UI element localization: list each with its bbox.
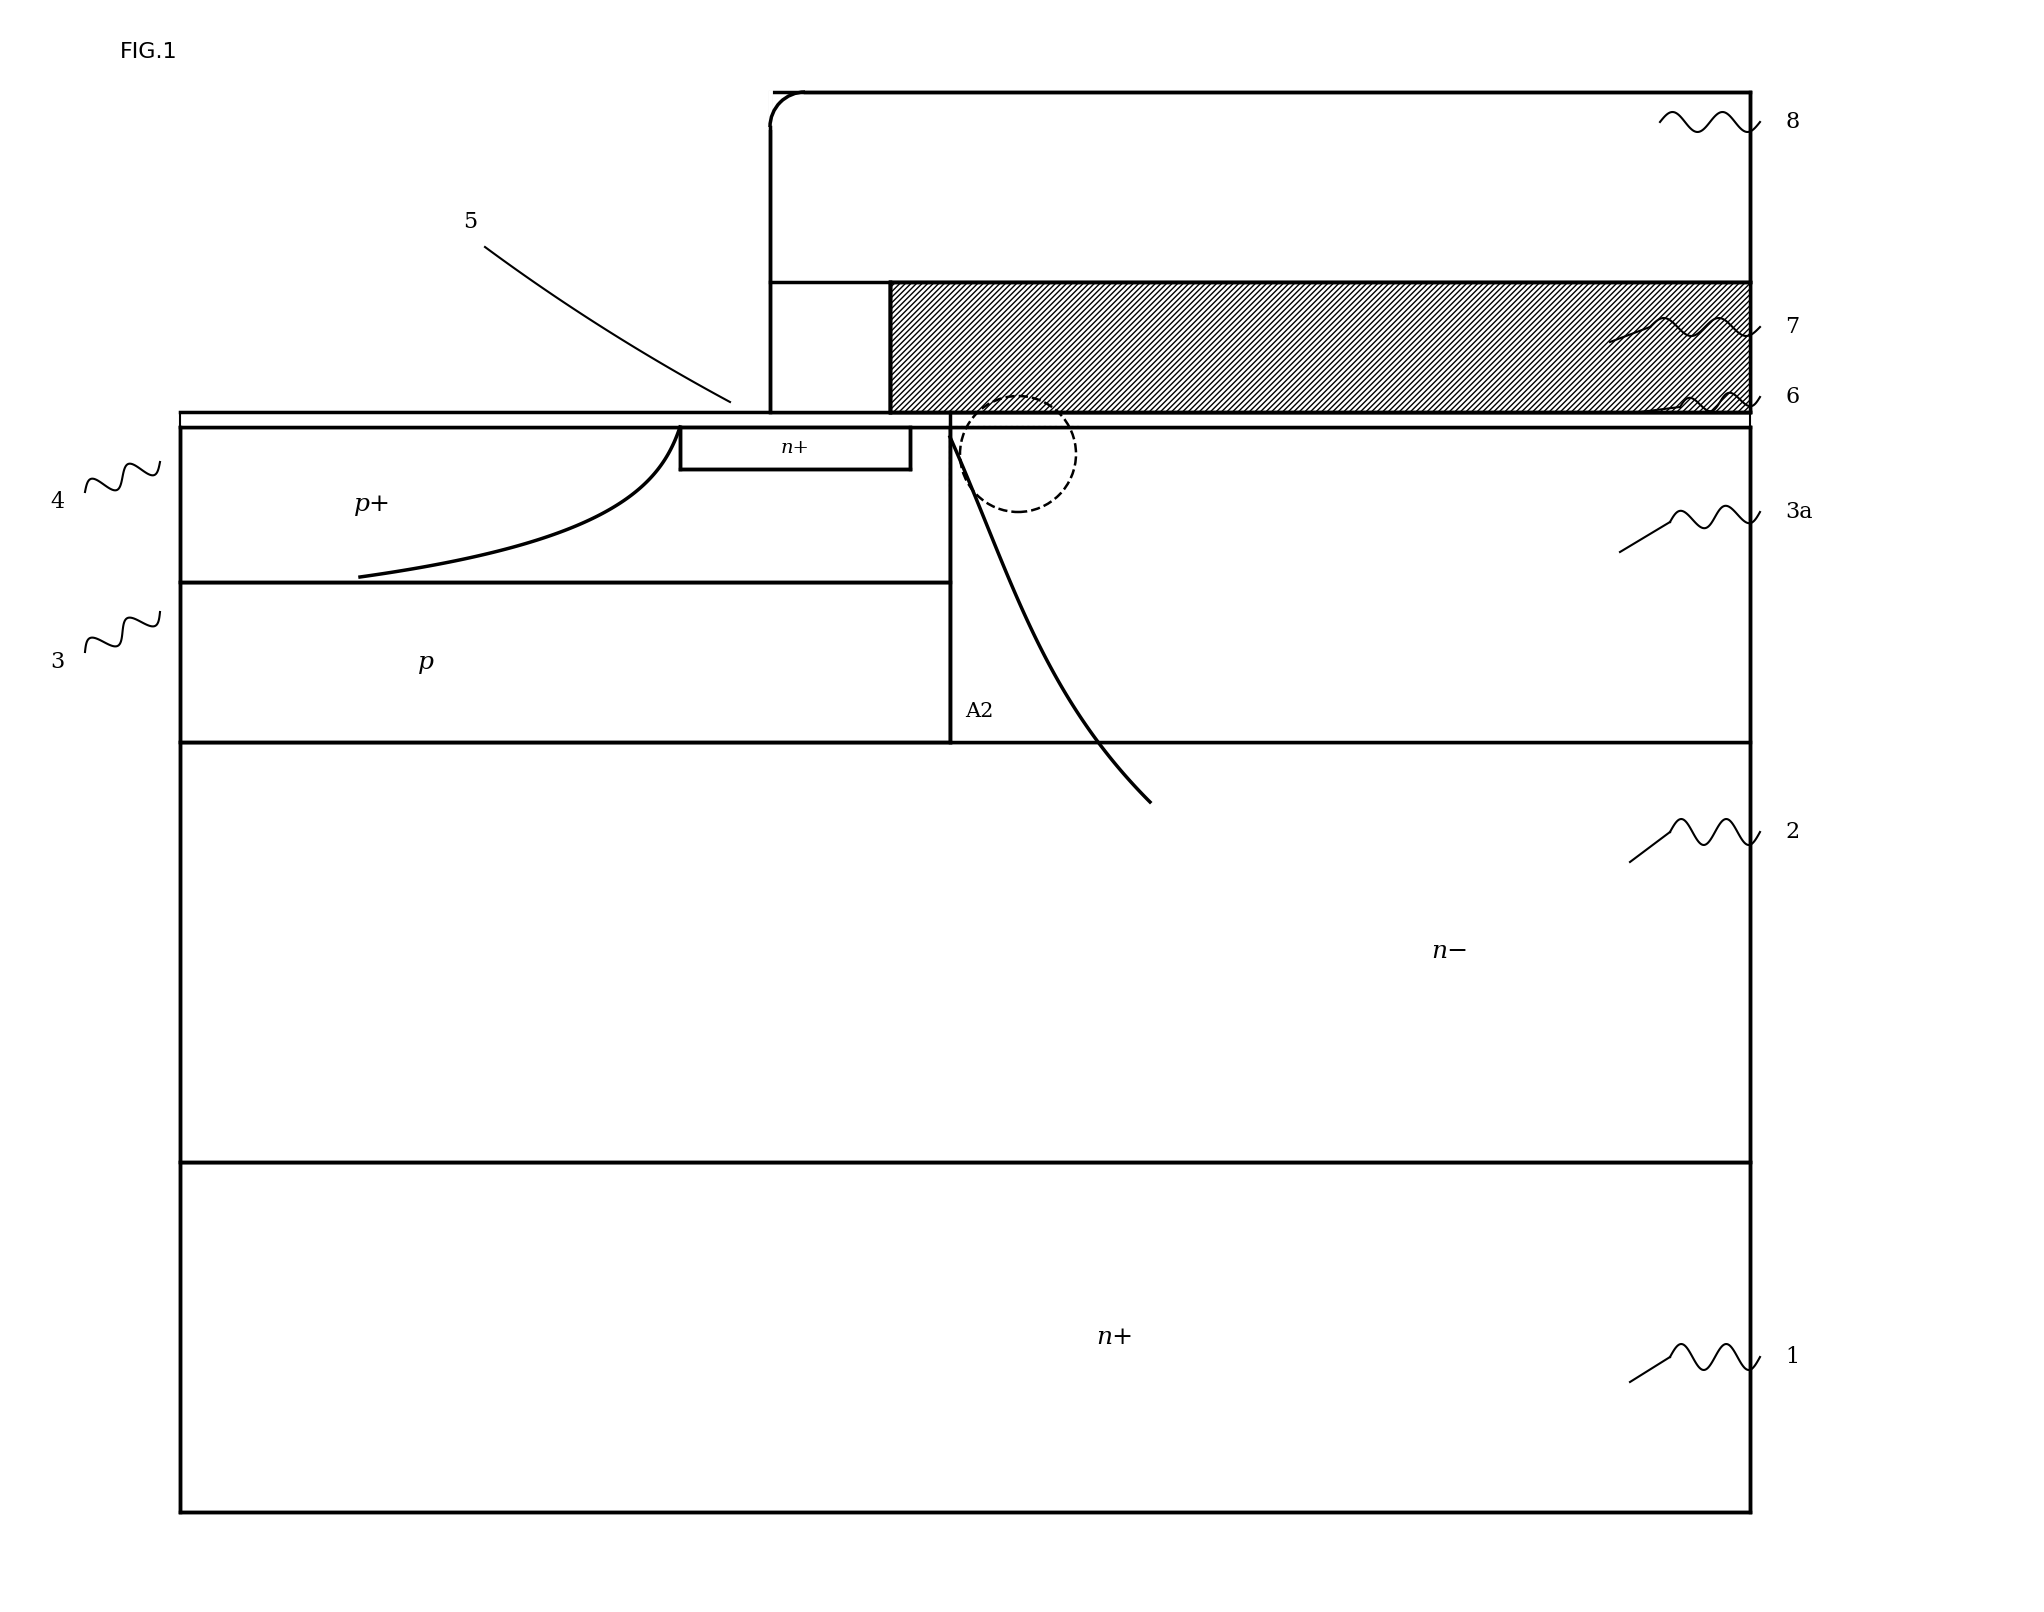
Bar [180, 413, 1750, 427]
Bar [180, 1162, 1750, 1512]
Bar [889, 282, 1750, 413]
Bar [180, 582, 950, 742]
Bar [180, 427, 950, 582]
Text: p+: p+ [354, 493, 390, 516]
Text: n−: n− [1431, 940, 1468, 964]
Text: n+: n+ [781, 438, 809, 456]
Text: 2: 2 [1784, 821, 1799, 843]
Text: 4: 4 [49, 492, 63, 513]
Text: 3: 3 [49, 651, 63, 672]
Bar [889, 282, 1750, 413]
Polygon shape [771, 92, 1750, 413]
Text: 8: 8 [1784, 111, 1799, 134]
Text: p: p [419, 651, 435, 674]
Text: A2: A2 [965, 701, 993, 721]
Text: A1: A1 [957, 388, 983, 406]
Text: 3a: 3a [1784, 501, 1813, 522]
Bar [950, 427, 1750, 742]
Text: FIG.1: FIG.1 [121, 42, 178, 61]
Text: 6: 6 [1784, 385, 1799, 408]
Bar [180, 742, 1750, 1162]
Text: 1: 1 [1784, 1346, 1799, 1369]
Text: 7: 7 [1784, 316, 1799, 339]
Text: n+: n+ [1096, 1325, 1134, 1349]
Text: 5: 5 [462, 211, 476, 234]
Bar [681, 427, 910, 469]
